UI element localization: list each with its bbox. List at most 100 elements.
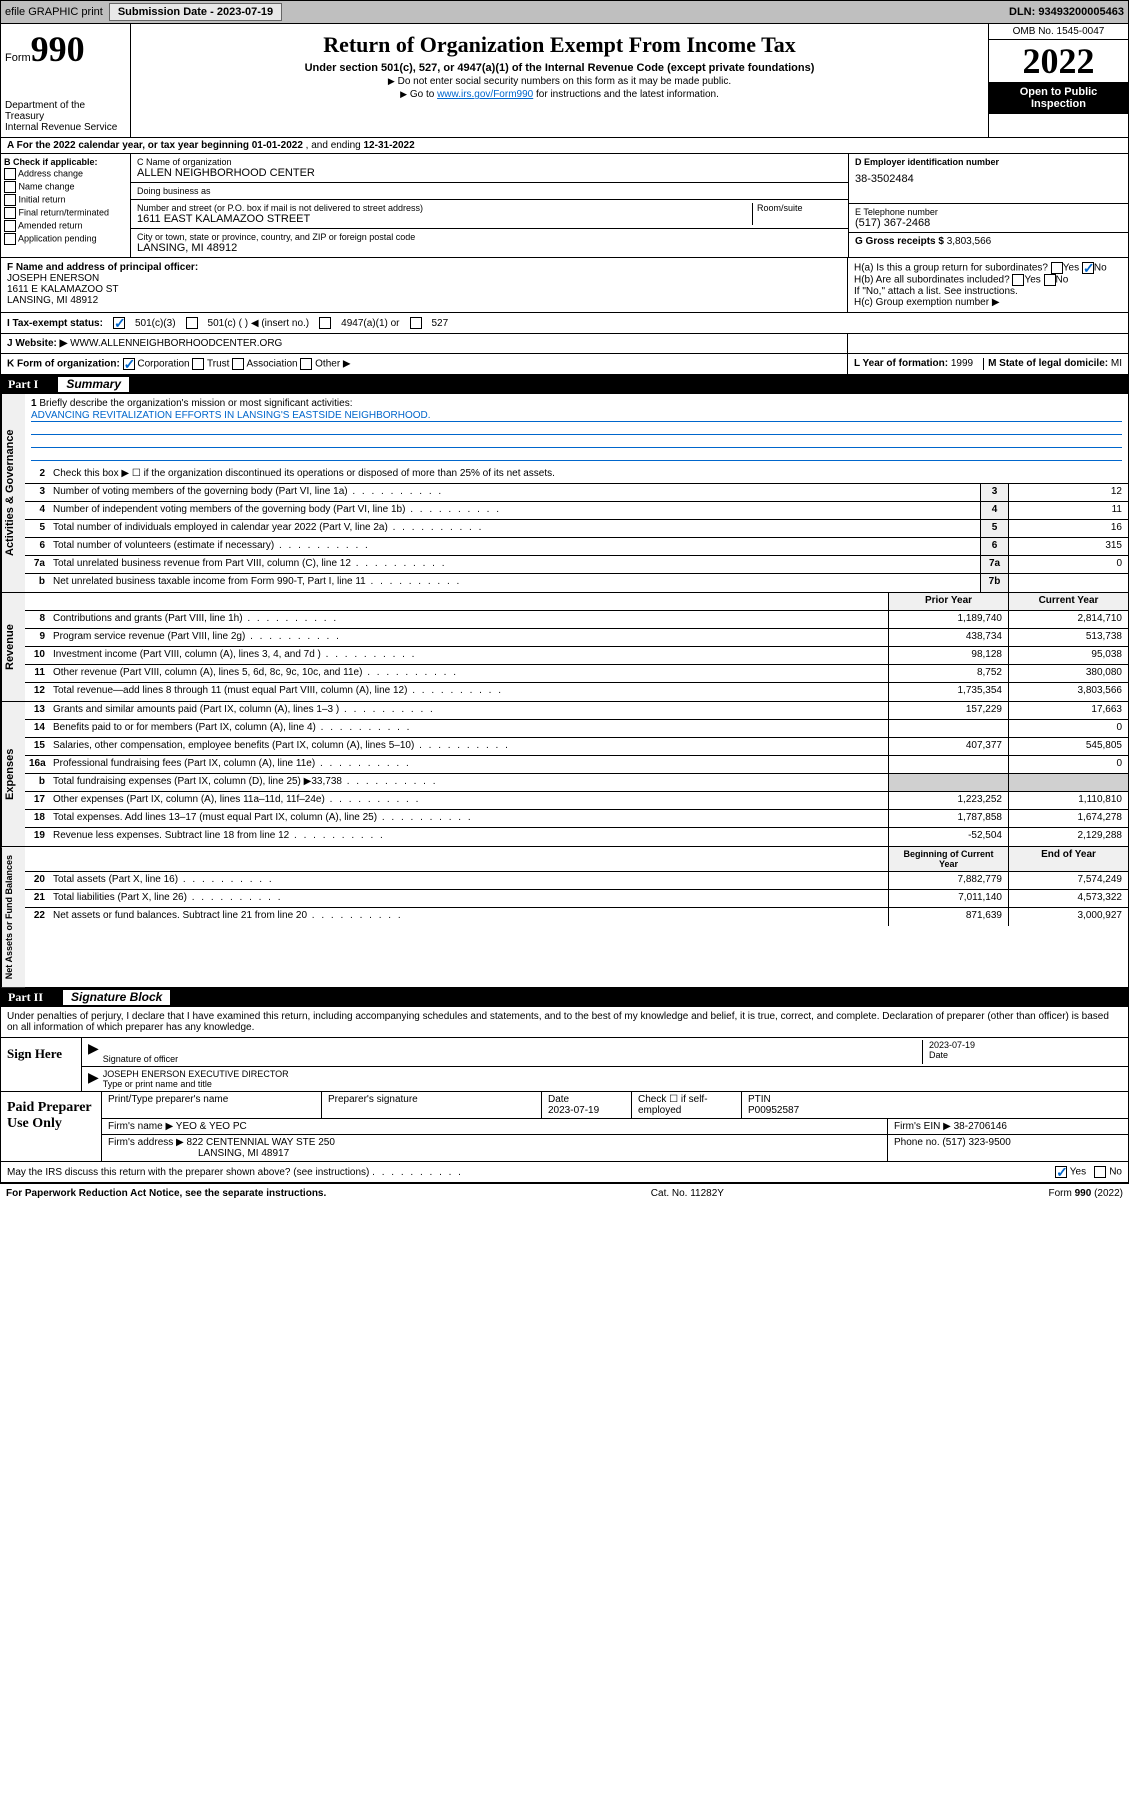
cb-final[interactable]: Final return/terminated <box>4 207 127 219</box>
prep-name-label: Print/Type preparer's name <box>108 1094 315 1105</box>
note-link: Go to www.irs.gov/Form990 for instructio… <box>139 89 980 100</box>
main-info-block: B Check if applicable: Address change Na… <box>0 154 1129 258</box>
hb-label: H(b) Are all subordinates included? <box>854 275 1010 286</box>
line-13: 13Grants and similar amounts paid (Part … <box>25 702 1128 720</box>
part1-header: Part ISummary <box>0 375 1129 394</box>
sig-officer-label: Signature of officer <box>103 1054 922 1064</box>
street-label: Number and street (or P.O. box if mail i… <box>137 203 752 213</box>
phone-label: E Telephone number <box>855 207 1122 217</box>
inspection-label: Open to Public Inspection <box>989 82 1128 114</box>
row-j: J Website: ▶ WWW.ALLENNEIGHBORHOODCENTER… <box>0 334 1129 354</box>
city-label: City or town, state or province, country… <box>137 232 842 242</box>
cb-527[interactable] <box>410 317 422 329</box>
irs-link[interactable]: www.irs.gov/Form990 <box>437 89 533 100</box>
vtab-netassets: Net Assets or Fund Balances <box>1 847 25 987</box>
line-5: 5Total number of individuals employed in… <box>25 520 1128 538</box>
line-16a: 16aProfessional fundraising fees (Part I… <box>25 756 1128 774</box>
line-21: 21Total liabilities (Part X, line 26)7,0… <box>25 890 1128 908</box>
gross-label: G Gross receipts $ <box>855 236 947 247</box>
preparer-block: Paid Preparer Use Only Print/Type prepar… <box>0 1092 1129 1162</box>
row-a: A For the 2022 calendar year, or tax yea… <box>0 138 1129 154</box>
line-3: 3Number of voting members of the governi… <box>25 484 1128 502</box>
cb-other[interactable] <box>300 358 312 370</box>
cb-amended[interactable]: Amended return <box>4 220 127 232</box>
year-formation: 1999 <box>951 358 973 369</box>
org-name: ALLEN NEIGHBORHOOD CENTER <box>137 167 842 179</box>
cb-501c[interactable] <box>186 317 198 329</box>
ha-no[interactable] <box>1082 262 1094 274</box>
row-klm: K Form of organization: Corporation Trus… <box>0 354 1129 375</box>
firm-ein: 38-2706146 <box>954 1121 1007 1132</box>
section-governance: Activities & Governance 1 Briefly descri… <box>0 394 1129 593</box>
sig-date: 2023-07-19 <box>929 1040 1122 1050</box>
page-footer: For Paperwork Reduction Act Notice, see … <box>0 1183 1129 1203</box>
ein-label: D Employer identification number <box>855 157 999 167</box>
rev-header: Prior YearCurrent Year <box>25 593 1128 611</box>
cb-name[interactable]: Name change <box>4 181 127 193</box>
officer-addr1: 1611 E KALAMAZOO ST <box>7 284 119 295</box>
line-9: 9Program service revenue (Part VIII, lin… <box>25 629 1128 647</box>
cb-pending[interactable]: Application pending <box>4 233 127 245</box>
na-header: Beginning of Current YearEnd of Year <box>25 847 1128 872</box>
officer-label: F Name and address of principal officer: <box>7 262 198 273</box>
ha-yes[interactable] <box>1051 262 1063 274</box>
ptin-value: P00952587 <box>748 1105 1122 1116</box>
org-name-label: C Name of organization <box>137 157 842 167</box>
discuss-no[interactable] <box>1094 1166 1106 1178</box>
omb-number: OMB No. 1545-0047 <box>989 24 1128 40</box>
form-number: 990 <box>31 29 85 69</box>
line-7a: 7aTotal unrelated business revenue from … <box>25 556 1128 574</box>
row-fh: F Name and address of principal officer:… <box>0 258 1129 313</box>
cb-assoc[interactable] <box>232 358 244 370</box>
check-b: B Check if applicable: Address change Na… <box>1 154 131 257</box>
firm-name: YEO & YEO PC <box>176 1121 247 1132</box>
line-b: bNet unrelated business taxable income f… <box>25 574 1128 592</box>
top-bar: efile GRAPHIC print Submission Date - 20… <box>0 0 1129 24</box>
prep-selfemp[interactable]: Check ☐ if self-employed <box>632 1092 742 1118</box>
part2-header: Part IISignature Block <box>0 988 1129 1007</box>
city-value: LANSING, MI 48912 <box>137 242 842 254</box>
form-header: Form990 Department of the Treasury Inter… <box>0 24 1129 138</box>
line-8: 8Contributions and grants (Part VIII, li… <box>25 611 1128 629</box>
row-i: I Tax-exempt status: 501(c)(3) 501(c) ( … <box>0 313 1129 334</box>
discuss-yes[interactable] <box>1055 1166 1067 1178</box>
line-18: 18Total expenses. Add lines 13–17 (must … <box>25 810 1128 828</box>
note-ssn: Do not enter social security numbers on … <box>139 76 980 87</box>
dba-label: Doing business as <box>137 186 842 196</box>
ha-label: H(a) Is this a group return for subordin… <box>854 263 1048 274</box>
line-b: bTotal fundraising expenses (Part IX, co… <box>25 774 1128 792</box>
line-20: 20Total assets (Part X, line 16)7,882,77… <box>25 872 1128 890</box>
cb-initial[interactable]: Initial return <box>4 194 127 206</box>
section-expenses: Expenses 13Grants and similar amounts pa… <box>0 702 1129 847</box>
line-6: 6Total number of volunteers (estimate if… <box>25 538 1128 556</box>
hc-label: H(c) Group exemption number ▶ <box>854 297 1122 308</box>
section-netassets: Net Assets or Fund Balances Beginning of… <box>0 847 1129 988</box>
sig-name: JOSEPH ENERSON EXECUTIVE DIRECTOR <box>103 1069 289 1079</box>
submission-date-button[interactable]: Submission Date - 2023-07-19 <box>109 3 282 21</box>
firm-phone: (517) 323-9500 <box>942 1137 1010 1148</box>
cb-501c3[interactable] <box>113 317 125 329</box>
gross-value: 3,803,566 <box>947 236 992 247</box>
discuss-row: May the IRS discuss this return with the… <box>0 1162 1129 1183</box>
cb-corp[interactable] <box>123 358 135 370</box>
cb-4947[interactable] <box>319 317 331 329</box>
section-revenue: Revenue Prior YearCurrent Year 8Contribu… <box>0 593 1129 702</box>
hb-no[interactable] <box>1044 274 1056 286</box>
form-title: Return of Organization Exempt From Incom… <box>139 32 980 58</box>
vtab-governance: Activities & Governance <box>1 394 25 592</box>
cb-address[interactable]: Address change <box>4 168 127 180</box>
vtab-expenses: Expenses <box>1 702 25 846</box>
cb-trust[interactable] <box>192 358 204 370</box>
mission-block: 1 Briefly describe the organization's mi… <box>25 394 1128 466</box>
form-ref: Form 990 (2022) <box>1049 1188 1123 1199</box>
firm-addr2: LANSING, MI 48917 <box>198 1148 289 1159</box>
line-17: 17Other expenses (Part IX, column (A), l… <box>25 792 1128 810</box>
line-19: 19Revenue less expenses. Subtract line 1… <box>25 828 1128 846</box>
efile-label: efile GRAPHIC print <box>5 6 103 18</box>
officer-addr2: LANSING, MI 48912 <box>7 295 98 306</box>
hb-yes[interactable] <box>1012 274 1024 286</box>
line-22: 22Net assets or fund balances. Subtract … <box>25 908 1128 926</box>
line-12: 12Total revenue—add lines 8 through 11 (… <box>25 683 1128 701</box>
website-value: WWW.ALLENNEIGHBORHOODCENTER.ORG <box>70 338 282 349</box>
phone-value: (517) 367-2468 <box>855 217 1122 229</box>
